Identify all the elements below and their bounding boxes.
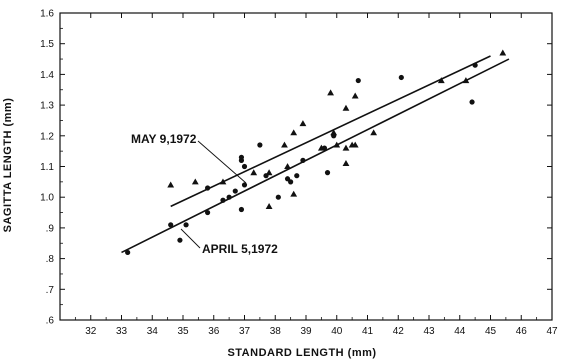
april-data-point [257,142,263,148]
april-fit-line [121,58,510,254]
april-data-point [220,197,226,203]
y-axis-ticks: .6 .7 .8 .9 1.0 1.1 1.2 1.3 1.4 1.5 1.6 [40,9,552,327]
april-data-point [300,157,306,163]
regression-lines [121,55,510,254]
may-label: MAY 9,1972 [131,132,197,146]
may-data-point [250,169,258,176]
april-data-point [205,209,211,216]
april-data-point [205,185,211,191]
y-axis-title: SAGITTA LENGTH (mm) [2,98,14,233]
april-data-point [183,222,189,228]
april-label: APRIL 5,1972 [202,242,278,256]
april-data-point [168,222,174,228]
may-data-point [265,169,273,176]
april-data-point [177,237,183,243]
annotations: MAY 9,1972 APRIL 5,1972 [131,132,278,256]
y-tick-label: .8 [46,254,55,265]
april-data-point [324,170,331,176]
april-leader-line [180,228,201,249]
x-tick-label: 40 [331,326,343,337]
plot-frame [59,12,553,321]
april-data-point [232,188,238,194]
y-tick-label: 1.0 [40,193,54,204]
plot-border [59,12,553,321]
may-data-point [317,144,325,151]
x-tick-label: 32 [85,326,97,337]
may-data-point [265,203,273,209]
y-tick-label: .9 [46,223,55,234]
x-tick-label: 33 [116,326,128,337]
may-data-point [342,104,350,111]
x-tick-label: 44 [454,326,466,337]
y-tick-label: .7 [46,285,55,296]
y-tick-label: 1.6 [40,9,54,20]
may-data-point [462,77,470,84]
y-tick-label: 1.4 [40,70,54,81]
x-axis-ticks: 32 33 34 35 36 37 38 39 40 41 42 43 44 45 46 47 [74,13,558,337]
may-data-point [327,89,334,96]
x-tick-label: 43 [423,326,435,337]
april-data-point [288,179,294,185]
x-axis-title: STANDARD LENGTH (mm) [227,347,376,359]
may-data-point [167,181,175,188]
y-tick-label: 1.5 [40,39,54,50]
may-data-point [342,144,350,151]
april-data-point [398,74,404,81]
may-data-point [342,160,350,166]
x-tick-label: 41 [362,326,374,337]
may-data-point [370,129,378,136]
may-fit-line [170,55,491,208]
april-data-point [469,99,475,105]
may-data-point [299,120,307,127]
may-data-point [499,49,507,56]
may-data-point [219,178,227,185]
may-data-point [284,163,291,170]
may-leader-line [197,140,247,184]
x-tick-label: 34 [147,326,159,337]
x-tick-label: 46 [516,326,528,337]
x-tick-label: 35 [177,326,189,337]
y-tick-label: 1.1 [40,162,54,173]
april-data-point [125,249,131,256]
y-tick-label: 1.3 [40,101,54,112]
april-data-point [226,194,232,200]
may-data-point [437,77,445,84]
may-data-point [330,129,338,136]
may-data-point [281,141,288,148]
data-points [125,49,507,256]
may-data-point [290,129,298,136]
april-data-point [275,194,281,200]
april-data-point [241,182,248,188]
may-data-point [290,190,298,197]
april-data-point [241,163,248,170]
x-tick-label: 45 [485,326,497,337]
may-data-point [191,178,199,185]
april-data-point [238,154,245,160]
april-data-point [294,173,300,179]
may-data-point [351,141,359,148]
april-data-point [355,77,361,84]
may-data-point [351,92,359,99]
x-tick-label: 37 [239,326,251,337]
y-tick-label: 1.2 [40,131,54,142]
x-tick-label: 36 [208,326,220,337]
may-data-point [333,141,341,148]
x-tick-label: 38 [270,326,282,337]
april-data-point [238,206,245,213]
april-data-point [472,62,478,68]
y-tick-label: .6 [46,316,55,327]
x-tick-label: 42 [393,326,405,337]
x-tick-label: 39 [300,326,312,337]
x-tick-label: 47 [546,326,558,337]
